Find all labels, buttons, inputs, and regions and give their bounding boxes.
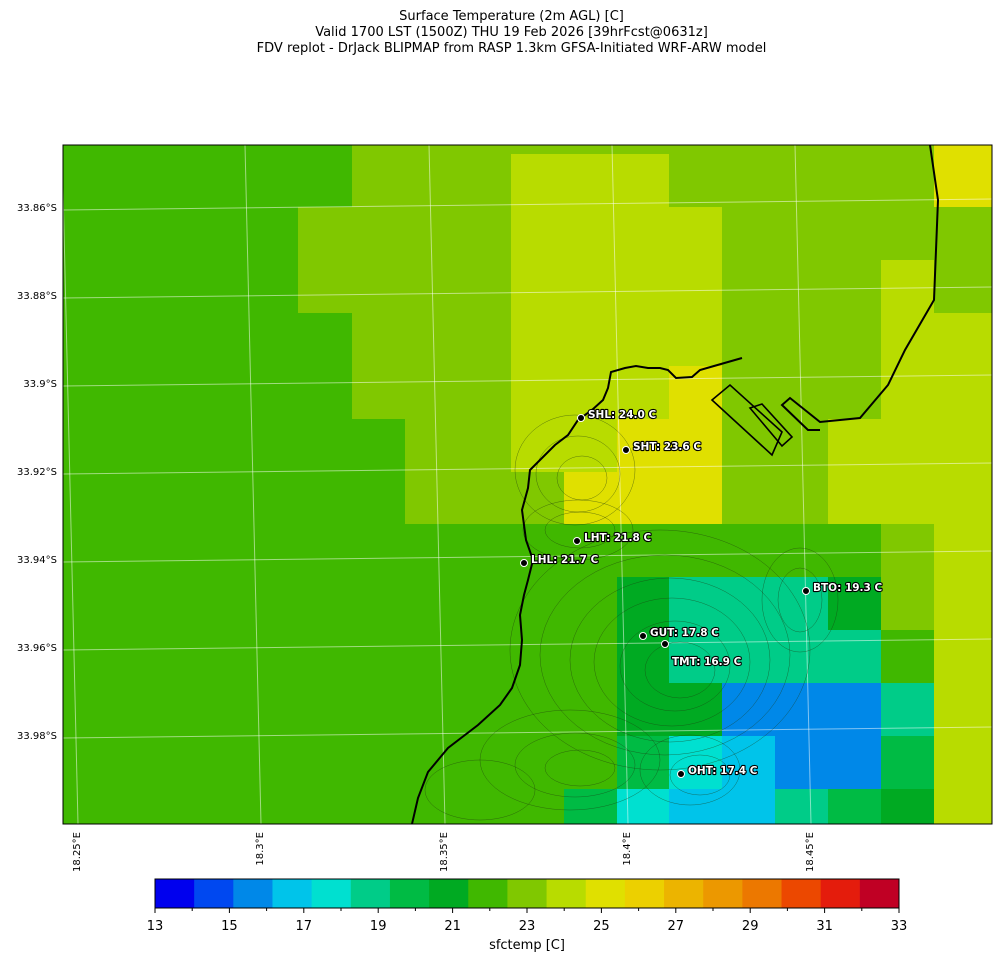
colorbar-swatch xyxy=(820,879,861,908)
lon-tick-label: 18.35°E xyxy=(439,832,450,872)
map-frame xyxy=(62,144,993,825)
title-line-1: Surface Temperature (2m AGL) [C] xyxy=(399,9,624,24)
colorbar-swatch xyxy=(350,879,391,908)
title-line-2: Valid 1700 LST (1500Z) THU 19 Feb 2026 [… xyxy=(315,25,708,40)
colorbar-swatch xyxy=(507,879,548,908)
colorbar-swatch xyxy=(703,879,743,908)
map-title: Surface Temperature (2m AGL) [C] Valid 1… xyxy=(0,9,1001,57)
colorbar-swatch xyxy=(429,879,469,908)
lon-tick-label: 18.45°E xyxy=(805,832,816,872)
station-label: OHT: 17.4 C xyxy=(688,765,758,777)
colorbar-swatch xyxy=(272,879,313,908)
colorbar-tick-label: 19 xyxy=(370,919,387,934)
lat-tick-label: 33.92°S xyxy=(17,467,57,478)
colorbar-swatch xyxy=(859,879,900,908)
graticule xyxy=(63,145,992,824)
colorbar-swatch xyxy=(781,879,822,908)
colorbar: 13 15 17 19 21 23 25 27 29 31 33 sfctemp [C] xyxy=(147,878,908,953)
colorbar-swatch xyxy=(311,879,352,908)
title-line-3: FDV replot - DrJack BLIPMAP from RASP 1.… xyxy=(256,41,767,56)
latitude-axis: 33.86°S 33.88°S 33.9°S 33.92°S 33.94°S 33.96°… xyxy=(17,203,57,742)
temperature-field xyxy=(63,145,992,824)
colorbar-tick-label: 15 xyxy=(221,919,238,934)
colorbar-tick-label: 13 xyxy=(147,919,164,934)
colorbar-tick-label: 33 xyxy=(891,919,908,934)
lat-tick-label: 33.88°S xyxy=(17,291,57,302)
colorbar-tick-label: 27 xyxy=(668,919,685,934)
station-label: BTO: 19.3 C xyxy=(813,582,883,594)
colorbar-swatch xyxy=(742,879,783,908)
colorbar-swatch xyxy=(664,879,704,908)
colorbar-swatch xyxy=(233,879,273,908)
station-dot xyxy=(573,537,581,545)
colorbar-tick-label: 31 xyxy=(816,919,833,934)
colorbar-swatch xyxy=(155,879,195,908)
longitude-axis: 18.25°E 18.3°E 18.35°E 18.4°E 18.45°E xyxy=(72,832,816,872)
station-label: GUT: 17.8 C xyxy=(650,627,719,639)
lat-tick-label: 33.86°S xyxy=(17,203,57,214)
colorbar-tick-label: 17 xyxy=(296,919,313,934)
lon-tick-label: 18.4°E xyxy=(622,832,633,866)
station-dot xyxy=(622,446,630,454)
colorbar-tick-label: 25 xyxy=(593,919,610,934)
colorbar-swatch xyxy=(585,879,626,908)
colorbar-ticks: 13 15 17 19 21 23 25 27 29 31 33 xyxy=(147,908,908,934)
colorbar-label: sfctemp [C] xyxy=(489,938,565,953)
lat-tick-label: 33.9°S xyxy=(23,379,57,390)
coastline xyxy=(411,145,940,824)
station-label: SHL: 24.0 C xyxy=(588,409,656,421)
colorbar-swatch xyxy=(468,879,508,908)
colorbar-swatch xyxy=(546,879,587,908)
station-dot xyxy=(577,414,585,422)
station-label: LHL: 21.7 C xyxy=(531,554,599,566)
station-dot xyxy=(520,559,528,567)
colorbar-swatch xyxy=(194,879,234,908)
station-markers: SHL: 24.0 C SHT: 23.6 C LHT: 21.8 C LHL: 21… xyxy=(520,408,884,778)
colorbar-tick-label: 23 xyxy=(519,919,536,934)
lon-tick-label: 18.3°E xyxy=(255,832,266,866)
lat-tick-label: 33.96°S xyxy=(17,643,57,654)
colorbar-swatches xyxy=(155,879,900,908)
station-label: TMT: 16.9 C xyxy=(672,656,742,668)
station-dot xyxy=(661,640,669,648)
station-dot xyxy=(677,770,685,778)
map-area xyxy=(63,145,992,824)
lat-tick-label: 33.94°S xyxy=(17,555,57,566)
colorbar-tick-label: 29 xyxy=(742,919,759,934)
station-label: SHT: 23.6 C xyxy=(633,441,701,453)
station-dot xyxy=(802,587,810,595)
station-label: LHT: 21.8 C xyxy=(584,532,651,544)
lon-tick-label: 18.25°E xyxy=(72,832,83,872)
colorbar-tick-label: 21 xyxy=(444,919,461,934)
station-dot xyxy=(639,632,647,640)
colorbar-swatch xyxy=(389,879,430,908)
lat-tick-label: 33.98°S xyxy=(17,731,57,742)
terrain-contours xyxy=(424,414,839,821)
colorbar-swatch xyxy=(624,879,665,908)
